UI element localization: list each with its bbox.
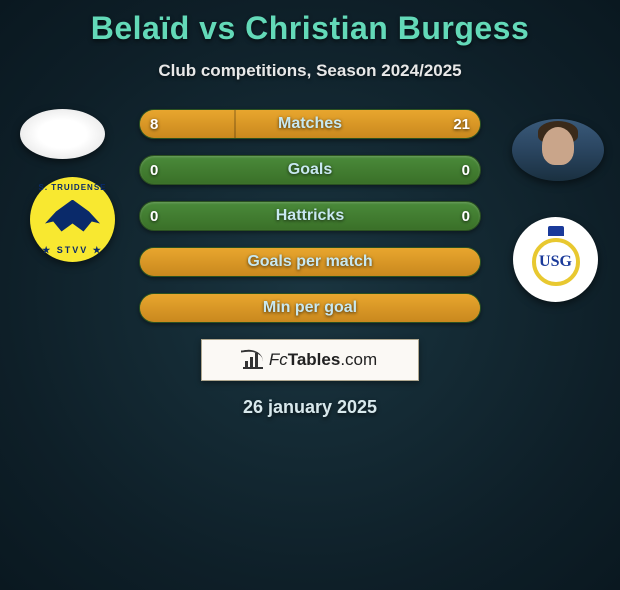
subtitle: Club competitions, Season 2024/2025 [0, 61, 620, 81]
stat-bar: Goals per match [139, 247, 481, 277]
stat-label: Min per goal [263, 299, 357, 317]
stat-label: Goals per match [247, 253, 372, 271]
brand-plate[interactable]: FcTables.com [201, 339, 419, 381]
player-right-avatar [512, 119, 604, 181]
stat-value-left: 0 [150, 162, 158, 179]
brand-text: FcTables.com [269, 350, 377, 370]
stat-bar: 0 0 Hattricks [139, 201, 481, 231]
comparison-area: S. TRUIDENSE ★ STVV ★ USG 8 21 Matches 0 0 Go… [0, 109, 620, 418]
stat-bar: 8 21 Matches [139, 109, 481, 139]
stat-label: Goals [288, 161, 332, 179]
chart-icon [243, 351, 263, 369]
page-title: Belaïd vs Christian Burgess [0, 10, 620, 47]
stat-bar: Min per goal [139, 293, 481, 323]
club-left-code: ★ STVV ★ [42, 245, 103, 256]
crown-icon [548, 226, 564, 236]
club-left-badge: S. TRUIDENSE ★ STVV ★ [30, 177, 115, 262]
date-label: 26 january 2025 [0, 397, 620, 418]
stat-bar: 0 0 Goals [139, 155, 481, 185]
player-left-avatar [20, 109, 105, 159]
stat-value-right: 0 [462, 162, 470, 179]
stat-label: Hattricks [276, 207, 344, 225]
badge-ring-icon: USG [532, 238, 580, 286]
club-left-name: S. TRUIDENSE [38, 183, 106, 192]
eagle-icon [45, 200, 100, 240]
stat-label: Matches [278, 115, 342, 133]
stat-bars: 8 21 Matches 0 0 Goals 0 0 Hattricks Goals per ma… [139, 109, 481, 323]
stat-value-right: 0 [462, 208, 470, 225]
club-right-code: USG [539, 253, 572, 271]
club-right-badge: USG [513, 217, 598, 302]
stat-value-right: 21 [453, 116, 470, 133]
bar-fill-right [235, 110, 480, 138]
stat-value-left: 0 [150, 208, 158, 225]
stat-value-left: 8 [150, 116, 158, 133]
